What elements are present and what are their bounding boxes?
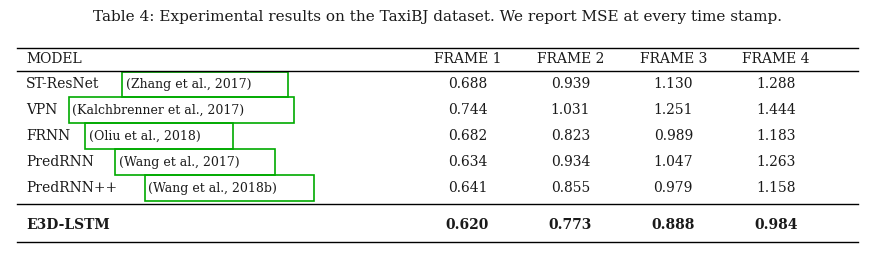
Text: 0.823: 0.823 [550, 129, 590, 143]
Text: 0.855: 0.855 [550, 181, 590, 195]
Text: 0.773: 0.773 [549, 218, 592, 232]
Text: 0.744: 0.744 [448, 103, 487, 117]
Text: FRAME 3: FRAME 3 [640, 52, 707, 66]
Text: 0.939: 0.939 [550, 77, 590, 91]
Text: 1.288: 1.288 [757, 77, 796, 91]
Text: 1.047: 1.047 [654, 155, 693, 169]
Text: 0.934: 0.934 [550, 155, 590, 169]
Text: 0.620: 0.620 [446, 218, 489, 232]
Text: (Wang et al., 2017): (Wang et al., 2017) [119, 156, 239, 169]
Text: 1.263: 1.263 [757, 155, 796, 169]
Text: 1.031: 1.031 [550, 103, 590, 117]
Text: FRAME 1: FRAME 1 [434, 52, 501, 66]
Text: E3D-LSTM: E3D-LSTM [26, 218, 109, 232]
Text: 0.989: 0.989 [654, 129, 693, 143]
Text: 1.158: 1.158 [757, 181, 796, 195]
Text: PredRNN++: PredRNN++ [26, 181, 117, 195]
Text: FRNN: FRNN [26, 129, 70, 143]
Text: FRAME 4: FRAME 4 [743, 52, 810, 66]
Text: VPN: VPN [26, 103, 57, 117]
Text: 1.444: 1.444 [756, 103, 796, 117]
Text: 0.888: 0.888 [652, 218, 695, 232]
Text: 1.130: 1.130 [654, 77, 693, 91]
Text: 0.634: 0.634 [448, 155, 487, 169]
Text: (Oliu et al., 2018): (Oliu et al., 2018) [88, 130, 200, 143]
Text: 0.682: 0.682 [448, 129, 487, 143]
Text: 1.183: 1.183 [757, 129, 796, 143]
Text: Table 4: Experimental results on the TaxiBJ dataset. We report MSE at every time: Table 4: Experimental results on the Tax… [93, 10, 782, 24]
Text: 1.251: 1.251 [654, 103, 693, 117]
Text: 0.979: 0.979 [654, 181, 693, 195]
Text: ST-ResNet: ST-ResNet [26, 77, 99, 91]
Text: 0.984: 0.984 [754, 218, 798, 232]
Text: 0.688: 0.688 [448, 77, 487, 91]
Text: (Wang et al., 2018b): (Wang et al., 2018b) [148, 182, 276, 195]
Text: PredRNN: PredRNN [26, 155, 94, 169]
Text: 0.641: 0.641 [448, 181, 487, 195]
Text: (Zhang et al., 2017): (Zhang et al., 2017) [125, 78, 251, 91]
Text: (Kalchbrenner et al., 2017): (Kalchbrenner et al., 2017) [73, 104, 244, 117]
Text: FRAME 2: FRAME 2 [536, 52, 604, 66]
Text: MODEL: MODEL [26, 52, 81, 66]
